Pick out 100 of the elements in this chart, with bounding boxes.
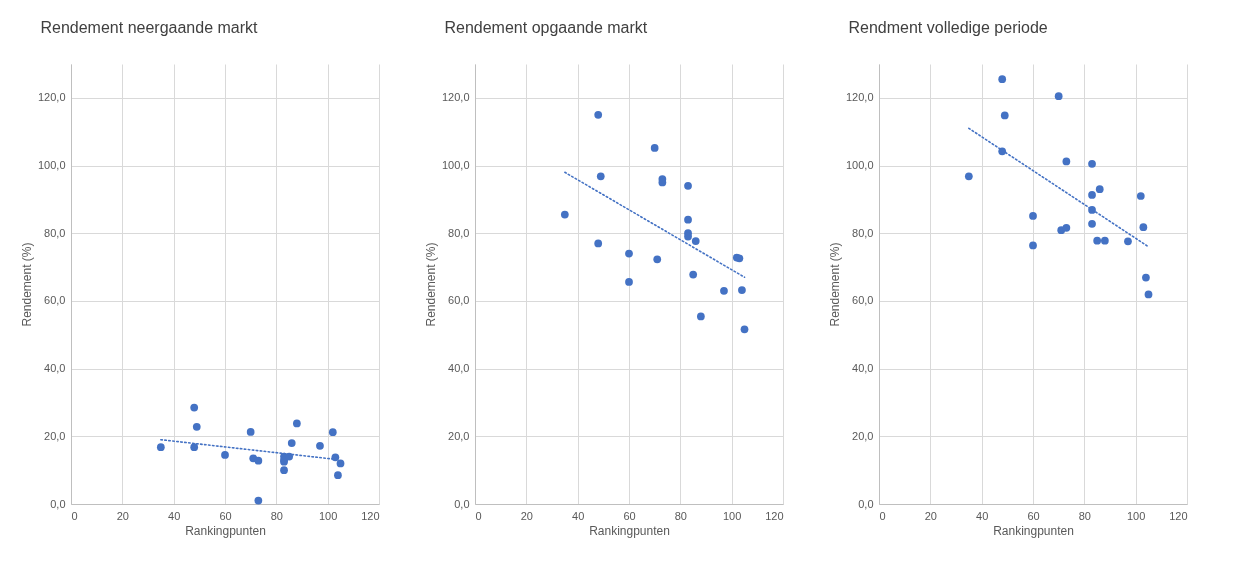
x-tick-label: 20 — [116, 509, 129, 522]
point — [156, 443, 165, 451]
point — [192, 422, 201, 431]
point — [625, 249, 633, 258]
point — [1000, 111, 1009, 120]
point — [328, 428, 337, 437]
x-tick-label: 20 — [924, 509, 937, 522]
y-tick-label: 80,0 — [852, 226, 874, 239]
x-tick-label: 0 — [71, 509, 78, 522]
point — [560, 210, 569, 219]
point — [691, 237, 700, 245]
y-tick-label: 120,0 — [37, 91, 66, 104]
point — [1088, 191, 1096, 199]
point — [292, 419, 301, 428]
y-tick-label: 60,0 — [448, 294, 470, 307]
point — [190, 443, 199, 451]
y-tick-label: 20,0 — [44, 429, 66, 442]
point — [1124, 237, 1132, 246]
y-tick-label: 0,0 — [454, 497, 470, 510]
x-tick-label: 40 — [572, 509, 585, 522]
y-tick-label: 20,0 — [852, 429, 874, 442]
x-tick-label: 0 — [879, 509, 886, 522]
point — [689, 270, 698, 279]
point — [684, 181, 692, 190]
y-tick-label: 80,0 — [44, 226, 66, 239]
point — [625, 278, 633, 286]
point — [596, 172, 605, 181]
point — [720, 286, 728, 295]
x-tick-label: 80 — [1078, 509, 1091, 522]
chart-title: Rendement opgaande markt — [444, 19, 648, 36]
point — [1088, 206, 1096, 214]
point — [1029, 212, 1037, 220]
point — [334, 471, 342, 480]
point — [1054, 92, 1063, 101]
x-axis-title: Rankingpunten — [589, 523, 670, 538]
point — [221, 451, 229, 459]
x-tick-label: 60 — [1027, 509, 1040, 522]
y-tick-label: 120,0 — [845, 91, 874, 104]
point — [254, 456, 263, 465]
y-tick-label: 40,0 — [448, 362, 470, 375]
point — [1062, 223, 1071, 232]
y-tick-label: 100,0 — [441, 159, 470, 172]
point — [684, 215, 692, 224]
point — [246, 428, 255, 436]
point — [190, 403, 199, 412]
y-tick-label: 40,0 — [44, 362, 66, 375]
point — [650, 144, 659, 152]
point — [696, 312, 705, 321]
x-tick-label: 100 — [722, 509, 742, 522]
y-tick-label: 60,0 — [44, 294, 66, 307]
point — [1142, 273, 1150, 282]
chart-title: Rendement neergaande markt — [40, 19, 259, 36]
point — [964, 172, 973, 181]
point — [740, 325, 749, 334]
x-tick-label: 100 — [1126, 509, 1146, 522]
x-tick-label: 40 — [168, 509, 181, 522]
point — [316, 441, 324, 450]
point — [738, 286, 746, 294]
x-tick-label: 40 — [976, 509, 989, 522]
x-axis-title: Rankingpunten — [993, 523, 1074, 538]
y-tick-label: 0,0 — [858, 497, 874, 510]
point — [1062, 157, 1071, 166]
y-axis-title: Rendement (%) — [423, 242, 438, 327]
point — [1095, 185, 1104, 194]
point — [998, 75, 1007, 84]
chart-title: Rendment volledige periode — [848, 19, 1048, 36]
x-tick-label: 60 — [219, 509, 232, 522]
point — [336, 459, 345, 468]
point — [1088, 219, 1096, 228]
point — [1139, 223, 1148, 231]
x-axis-title: Rankingpunten — [185, 523, 266, 538]
point — [1100, 236, 1109, 245]
x-tick-label: 80 — [270, 509, 283, 522]
point — [653, 255, 662, 264]
y-axis-title: Rendement (%) — [19, 242, 34, 327]
y-tick-label: 120,0 — [441, 91, 470, 104]
point — [594, 110, 603, 119]
y-tick-label: 60,0 — [852, 294, 874, 307]
x-tick-label: 120 — [361, 509, 380, 522]
x-tick-label: 80 — [674, 509, 687, 522]
y-axis-title: Rendement (%) — [827, 242, 842, 327]
y-tick-label: 100,0 — [845, 159, 874, 172]
point — [254, 496, 263, 505]
point — [1029, 241, 1037, 250]
y-tick-label: 40,0 — [852, 362, 874, 375]
point — [1144, 290, 1153, 299]
x-tick-label: 120 — [1169, 509, 1188, 522]
y-tick-label: 0,0 — [50, 497, 66, 510]
point — [1088, 159, 1096, 168]
x-tick-label: 0 — [475, 509, 482, 522]
point — [331, 453, 340, 462]
x-tick-label: 20 — [520, 509, 533, 522]
point — [280, 466, 288, 475]
y-tick-label: 80,0 — [448, 226, 470, 239]
point — [287, 439, 296, 447]
point — [1136, 192, 1145, 200]
x-tick-label: 60 — [623, 509, 636, 522]
x-tick-label: 100 — [318, 509, 338, 522]
x-tick-label: 120 — [765, 509, 784, 522]
point — [1093, 236, 1102, 245]
